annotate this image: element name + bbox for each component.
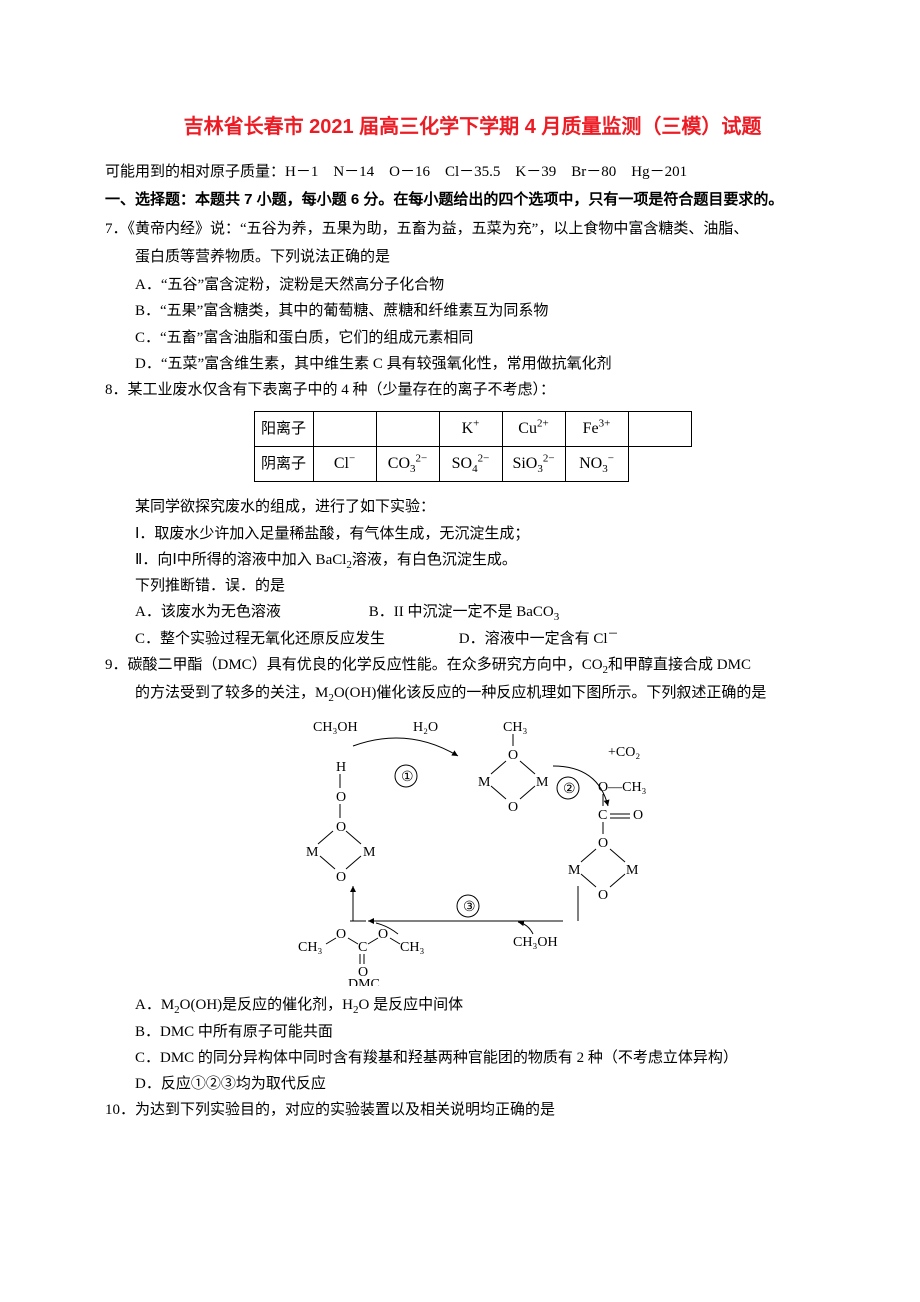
q9-option-d: D．反应①②③均为取代反应: [105, 1071, 840, 1097]
atomic-mass-line: 可能用到的相对原子质量：H－1 N－14 O－16 Cl－35.5 K－39 B…: [105, 159, 840, 185]
cation-cell: [628, 412, 691, 447]
q9-option-a: A．M2O(OH)是反应的催化剂，H2O 是反应中间体: [105, 992, 840, 1018]
table-row: 阴离子 Cl− CO32− SO42− SiO32− NO3−: [254, 447, 691, 482]
q7-option-a: A．“五谷”富含淀粉，淀粉是天然高分子化合物: [105, 272, 840, 298]
table-row: 阳离子 K+ Cu2+ Fe3+: [254, 412, 691, 447]
q7-option-b: B．“五果”富含糖类，其中的葡萄糖、蔗糖和纤维素互为同系物: [105, 298, 840, 324]
label-ch3oh-b: CH₃OH: [513, 935, 558, 950]
q9-option-c: C．DMC 的同分异构体中同时含有羧基和羟基两种官能团的物质有 2 种（不考虑立…: [105, 1045, 840, 1071]
cation-cell: [376, 412, 439, 447]
svg-text:O: O: [336, 927, 346, 942]
svg-text:M: M: [626, 863, 639, 878]
cation-label: 阳离子: [254, 412, 313, 447]
q9-stem-1b: 和甲醇直接合成 DMC: [608, 657, 751, 673]
q9-number: 9．: [105, 657, 128, 673]
q7-stem-line2: 蛋白质等营养物质。下列说法正确的是: [105, 244, 840, 270]
svg-text:O: O: [633, 808, 643, 823]
q8-option-d: D．溶液中一定含有 Cl－: [459, 626, 619, 652]
reaction-mechanism-diagram: CH₃OH H₂O H O O M M O ① CH₃ O M: [278, 716, 668, 986]
svg-text:CH₃: CH₃: [298, 940, 322, 955]
question-10: 10．为达到下列实验目的，对应的实验装置以及相关说明均正确的是: [105, 1097, 840, 1123]
q7-option-d: D．“五菜”富含维生素，其中维生素 C 具有较强氧化性，常用做抗氧化剂: [105, 351, 840, 377]
cation-cell: Cu2+: [502, 412, 565, 447]
anion-label: 阴离子: [254, 447, 313, 482]
cation-cell: [313, 412, 376, 447]
anion-cell: NO3−: [565, 447, 628, 482]
svg-text:CH₃: CH₃: [400, 940, 424, 955]
exam-title: 吉林省长春市 2021 届高三化学下学期 4 月质量监测（三模）试题: [105, 110, 840, 145]
svg-text:M: M: [478, 775, 491, 790]
q7-number: 7．: [105, 221, 128, 237]
q8-wrong-prompt: 下列推断错．误．的是: [105, 573, 840, 599]
svg-text:O: O: [598, 836, 608, 851]
svg-text:O: O: [378, 927, 388, 942]
q8-options-row2: C．整个实验过程无氧化还原反应发生 D．溶液中一定含有 Cl－: [105, 626, 840, 652]
svg-text:M: M: [306, 845, 319, 860]
svg-text:H: H: [336, 760, 346, 775]
label-ch3oh: CH₃OH: [313, 720, 358, 735]
label-co2: +CO₂: [608, 745, 640, 760]
label-dmc: DMC: [348, 977, 380, 986]
svg-text:C: C: [358, 940, 367, 955]
svg-text:O: O: [336, 790, 346, 805]
section-1-heading: 一、选择题：本题共 7 小题，每小题 6 分。在每小题给出的四个选项中，只有一项…: [105, 187, 840, 213]
label-h2o: H₂O: [413, 720, 438, 735]
q7-option-c: C．“五畜”富含油脂和蛋白质，它们的组成元素相同: [105, 325, 840, 351]
circle-2: ②: [563, 782, 576, 797]
q8-option-b: B．II 中沉淀一定不是 BaCO3: [369, 599, 560, 625]
cation-cell: K+: [439, 412, 502, 447]
anion-cell: Cl−: [313, 447, 376, 482]
svg-text:O: O: [336, 820, 346, 835]
circle-3: ③: [463, 900, 476, 915]
q8-step-2: Ⅱ．向Ⅰ中所得的溶液中加入 BaCl2溶液，有白色沉淀生成。: [105, 547, 840, 573]
q9-option-b: B．DMC 中所有原子可能共面: [105, 1019, 840, 1045]
label-och3: O—CH₃: [598, 780, 647, 795]
anion-cell: SO42−: [439, 447, 502, 482]
q9-stem-1a: 碳酸二甲酯（DMC）具有优良的化学反应性能。在众多研究方向中，CO: [128, 657, 603, 673]
q8-stem: 某工业废水仅含有下表离子中的 4 种（少量存在的离子不考虑）：: [128, 382, 556, 398]
svg-text:O: O: [508, 748, 518, 763]
exam-page: 吉林省长春市 2021 届高三化学下学期 4 月质量监测（三模）试题 可能用到的…: [0, 0, 920, 1186]
anion-cell: CO32−: [376, 447, 439, 482]
anion-cell: SiO32−: [502, 447, 565, 482]
q10-number: 10．: [105, 1102, 135, 1118]
svg-text:M: M: [536, 775, 549, 790]
ion-table: 阳离子 K+ Cu2+ Fe3+ 阴离子 Cl− CO32− SO42− SiO…: [254, 411, 692, 482]
svg-text:M: M: [568, 863, 581, 878]
q8-option-c: C．整个实验过程无氧化还原反应发生: [135, 626, 455, 652]
svg-text:C: C: [598, 808, 607, 823]
q9-stem-line2: 的方法受到了较多的关注，M2O(OH)催化该反应的一种反应机理如下图所示。下列叙…: [105, 680, 840, 706]
q8-step-1: Ⅰ．取废水少许加入足量稀盐酸，有气体生成，无沉淀生成；: [105, 521, 840, 547]
q8-option-a: A．该废水为无色溶液: [135, 599, 365, 625]
q7-stem-line1: 《黄帝内经》说：“五谷为养，五果为助，五畜为益，五菜为充”，以上食物中富含糖类、…: [128, 221, 749, 237]
question-9: 9．碳酸二甲酯（DMC）具有优良的化学反应性能。在众多研究方向中，CO2和甲醇直…: [105, 652, 840, 678]
q8-options-row1: A．该废水为无色溶液 B．II 中沉淀一定不是 BaCO3: [105, 599, 840, 625]
question-8: 8．某工业废水仅含有下表离子中的 4 种（少量存在的离子不考虑）：: [105, 377, 840, 403]
svg-text:O: O: [598, 888, 608, 903]
svg-text:O: O: [508, 800, 518, 815]
label-ch3: CH₃: [503, 720, 527, 735]
q8-experiment-intro: 某同学欲探究废水的组成，进行了如下实验：: [105, 494, 840, 520]
question-7: 7．《黄帝内经》说：“五谷为养，五果为助，五畜为益，五菜为充”，以上食物中富含糖…: [105, 216, 840, 242]
q8-number: 8．: [105, 382, 128, 398]
q10-stem: 为达到下列实验目的，对应的实验装置以及相关说明均正确的是: [135, 1102, 555, 1118]
cation-cell: Fe3+: [565, 412, 628, 447]
svg-text:O: O: [336, 870, 346, 885]
svg-text:M: M: [363, 845, 376, 860]
circle-1: ①: [401, 770, 414, 785]
